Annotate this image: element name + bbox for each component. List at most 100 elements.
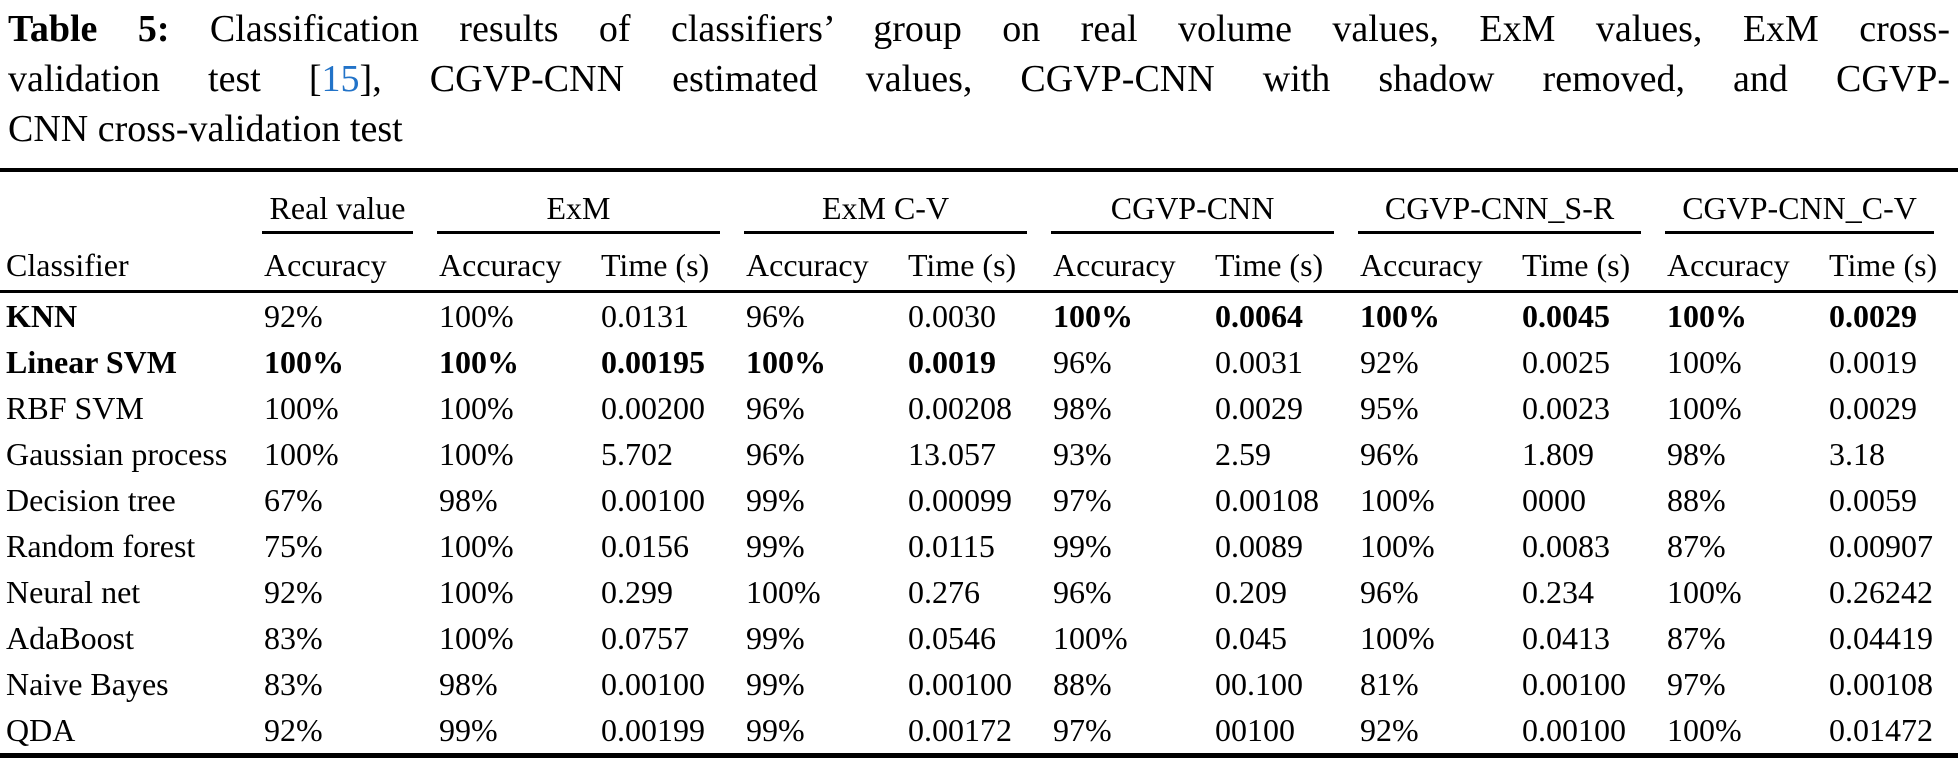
value-cell: 100% xyxy=(1667,711,1742,748)
value-cell: 99% xyxy=(746,665,805,702)
value-cell: 0.0089 xyxy=(1215,527,1304,564)
table-caption: Table 5: Classification results of class… xyxy=(0,0,1958,154)
column-subheader: Time (s) xyxy=(1213,234,1359,293)
value-cell: 0.0156 xyxy=(601,527,689,564)
value-cell: 100% xyxy=(1360,527,1435,564)
value-cell: 0.0019 xyxy=(908,343,996,380)
value-cell: 99% xyxy=(746,711,805,748)
value-cell: 3.18 xyxy=(1829,435,1886,472)
value-cell: 92% xyxy=(1360,711,1419,748)
value-cell: 0.0059 xyxy=(1829,481,1918,518)
value-cell: 100% xyxy=(1667,389,1742,426)
value-cell: 0.26242 xyxy=(1829,573,1934,610)
value-cell: 100% xyxy=(439,389,514,426)
value-cell: 0.00108 xyxy=(1215,481,1320,518)
caption-line-3: CNN cross-validation test xyxy=(8,104,1950,154)
group-header-row: Real value ExM ExM C-V CGVP-CNN CGVP-CNN_S-R… xyxy=(0,170,1958,234)
value-cell: 93% xyxy=(1053,435,1112,472)
value-cell: 97% xyxy=(1053,711,1112,748)
table-row: AdaBoost 83% 100% 0.0757 99% 0.0546 100% 0.045 1… xyxy=(0,615,1958,661)
value-cell: 95% xyxy=(1360,389,1419,426)
value-cell: 0.0029 xyxy=(1829,297,1918,334)
subheader-row: Classifier Accuracy Accuracy Time (s) Accura… xyxy=(0,234,1958,293)
table-row: Random forest 75% 100% 0.0156 99% 0.0115 99% 0.… xyxy=(0,523,1958,569)
column-subheader: Accuracy xyxy=(744,234,906,293)
value-cell: 100% xyxy=(1360,619,1435,656)
value-cell: 0.0029 xyxy=(1829,389,1918,426)
value-cell: 0.0025 xyxy=(1522,343,1611,380)
value-cell: 0.00100 xyxy=(908,665,1012,702)
table-row: RBF SVM 100% 100% 0.00200 96% 0.00208 98% 0.002… xyxy=(0,385,1958,431)
table-body: KNN 92% 100% 0.0131 96% 0.0030 100% 0.0064 100% 0… xyxy=(0,292,1958,756)
value-cell: 96% xyxy=(1360,573,1419,610)
classifier-cell: Gaussian process xyxy=(6,435,228,472)
value-cell: 97% xyxy=(1667,665,1726,702)
value-cell: 0.00200 xyxy=(601,389,705,426)
results-table: Real value ExM ExM C-V CGVP-CNN CGVP-CNN_S-R… xyxy=(0,168,1958,758)
value-cell: 100% xyxy=(264,435,339,472)
value-cell: 81% xyxy=(1360,665,1419,702)
classifier-cell: Random forest xyxy=(6,527,196,564)
value-cell: 92% xyxy=(1360,343,1419,380)
value-cell: 100% xyxy=(1360,481,1435,518)
value-cell: 88% xyxy=(1053,665,1112,702)
value-cell: 0.04419 xyxy=(1829,619,1934,656)
value-cell: 00.100 xyxy=(1215,665,1304,702)
value-cell: 92% xyxy=(264,573,323,610)
value-cell: 97% xyxy=(1053,481,1112,518)
value-cell: 67% xyxy=(264,481,323,518)
value-cell: 96% xyxy=(1360,435,1419,472)
value-cell: 0.00099 xyxy=(908,481,1012,518)
value-cell: 100% xyxy=(1360,297,1441,334)
value-cell: 100% xyxy=(439,527,514,564)
classifier-cell: RBF SVM xyxy=(6,389,144,426)
value-cell: 96% xyxy=(746,435,805,472)
column-subheader: Accuracy xyxy=(1051,234,1214,293)
column-group-header: Real value xyxy=(262,170,437,234)
value-cell: 100% xyxy=(439,573,514,610)
value-cell: 98% xyxy=(439,481,498,518)
value-cell: 0.0757 xyxy=(601,619,689,656)
value-cell: 100% xyxy=(746,573,821,610)
value-cell: 96% xyxy=(746,389,805,426)
column-subheader: Accuracy xyxy=(1665,234,1828,293)
value-cell: 0.00172 xyxy=(908,711,1012,748)
column-subheader: Accuracy xyxy=(262,234,437,293)
value-cell: 0.0064 xyxy=(1215,297,1304,334)
column-group-header: ExM xyxy=(437,170,744,234)
column-subheader: Time (s) xyxy=(906,234,1052,293)
value-cell: 100% xyxy=(264,343,344,380)
value-cell: 0.0131 xyxy=(601,297,689,334)
value-cell: 92% xyxy=(264,297,323,334)
table-row: QDA 92% 99% 0.00199 99% 0.00172 97% 00100 92% 0.0… xyxy=(0,707,1958,756)
value-cell: 99% xyxy=(1053,527,1112,564)
value-cell: 00100 xyxy=(1215,711,1296,748)
value-cell: 98% xyxy=(1053,389,1112,426)
column-subheader: Classifier xyxy=(0,234,262,293)
value-cell: 100% xyxy=(264,389,339,426)
caption-text-3: CNN cross-validation test xyxy=(8,108,403,150)
value-cell: 0.209 xyxy=(1215,573,1288,610)
citation-15-link[interactable]: 15 xyxy=(321,58,360,100)
value-cell: 96% xyxy=(1053,573,1112,610)
value-cell: 99% xyxy=(439,711,498,748)
value-cell: 0.0413 xyxy=(1522,619,1611,656)
column-group-header: ExM C-V xyxy=(744,170,1051,234)
value-cell: 75% xyxy=(264,527,323,564)
value-cell: 0.00100 xyxy=(601,665,705,702)
value-cell: 0.0019 xyxy=(1829,343,1918,380)
value-cell: 0.00108 xyxy=(1829,665,1934,702)
table-row: Decision tree 67% 98% 0.00100 99% 0.00099 97% 0… xyxy=(0,477,1958,523)
classifier-cell: KNN xyxy=(6,297,78,334)
value-cell: 100% xyxy=(1667,343,1742,380)
value-cell: 88% xyxy=(1667,481,1726,518)
column-group-header xyxy=(0,170,262,234)
table-row: Linear SVM 100% 100% 0.00195 100% 0.0019 96% 0.… xyxy=(0,339,1958,385)
value-cell: 2.59 xyxy=(1215,435,1272,472)
value-cell: 0.0029 xyxy=(1215,389,1304,426)
value-cell: 100% xyxy=(1053,619,1128,656)
classifier-cell: Neural net xyxy=(6,573,141,610)
value-cell: 0.00208 xyxy=(908,389,1012,426)
classifier-cell: Linear SVM xyxy=(6,343,177,380)
